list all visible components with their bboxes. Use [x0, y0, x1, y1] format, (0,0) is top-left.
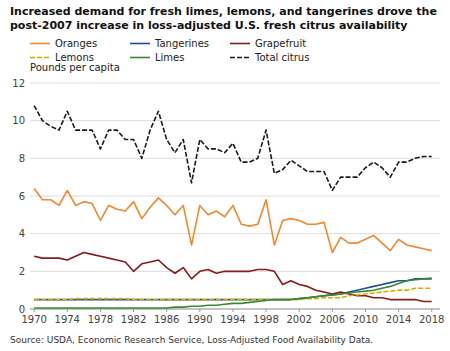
- legend-label: Grapefruit: [255, 38, 306, 49]
- x-tick: [166, 309, 167, 312]
- legend-swatch: [230, 43, 250, 45]
- x-tick-label: 1978: [88, 314, 113, 325]
- x-tick-label: 1982: [121, 314, 146, 325]
- x-tick-label: 2006: [320, 314, 345, 325]
- x-tick-label: 1986: [154, 314, 179, 325]
- x-tick: [34, 309, 35, 312]
- legend-swatch: [230, 57, 250, 59]
- y-tick-label: 4: [19, 228, 25, 239]
- x-tick-label: 2010: [353, 314, 378, 325]
- series-line: [34, 106, 432, 191]
- y-tick-label: 2: [19, 266, 25, 277]
- x-tick-label: 2018: [419, 314, 444, 325]
- y-axis-label: Pounds per capita: [30, 62, 120, 73]
- x-tick-label: 1970: [21, 314, 46, 325]
- grid-line: [30, 120, 440, 121]
- y-tick-label: 10: [12, 115, 25, 126]
- x-tick: [299, 309, 300, 312]
- y-tick-label: 12: [12, 78, 25, 89]
- x-tick: [365, 309, 366, 312]
- x-tick-label: 1990: [187, 314, 212, 325]
- grid-line: [30, 233, 440, 234]
- source-note: Source: USDA, Economic Research Service,…: [10, 335, 373, 345]
- grid-line: [30, 158, 440, 159]
- x-tick-label: 1974: [55, 314, 80, 325]
- series-line: [34, 278, 432, 308]
- plot-area: [34, 106, 432, 308]
- y-tick-label: 0: [19, 304, 25, 315]
- grid: [30, 83, 440, 309]
- x-tick: [266, 309, 267, 312]
- series-line: [34, 188, 432, 252]
- legend-label: Oranges: [55, 38, 97, 49]
- x-tick-label: 1994: [220, 314, 245, 325]
- x-tick: [232, 309, 233, 312]
- legend-label: Total citrus: [254, 52, 309, 63]
- chart: Increased demand for fresh limes, lemons…: [0, 0, 450, 351]
- grid-line: [30, 196, 440, 197]
- series-line: [34, 279, 432, 300]
- legend-swatch: [130, 57, 150, 59]
- x-tick-label: 2014: [386, 314, 411, 325]
- x-tick: [199, 309, 200, 312]
- y-tick-label: 6: [19, 191, 25, 202]
- x-tick: [332, 309, 333, 312]
- legend-swatch: [130, 43, 150, 45]
- x-tick: [133, 309, 134, 312]
- y-tick-label: 8: [19, 153, 25, 164]
- series-line: [34, 253, 432, 302]
- title: Increased demand for fresh limes, lemons…: [10, 5, 437, 32]
- x-tick: [67, 309, 68, 312]
- x-tick: [431, 309, 432, 312]
- x-tick: [398, 309, 399, 312]
- legend-swatch: [30, 57, 50, 59]
- legend: OrangesTangerinesGrapefruitLemonsLimesTo…: [30, 38, 309, 63]
- legend-label: Tangerines: [154, 38, 209, 49]
- x-tick-label: 2002: [286, 314, 311, 325]
- grid-line: [30, 83, 440, 84]
- x-tick-label: 1998: [253, 314, 278, 325]
- x-tick: [100, 309, 101, 312]
- legend-swatch: [30, 43, 50, 45]
- legend-label: Limes: [155, 52, 184, 63]
